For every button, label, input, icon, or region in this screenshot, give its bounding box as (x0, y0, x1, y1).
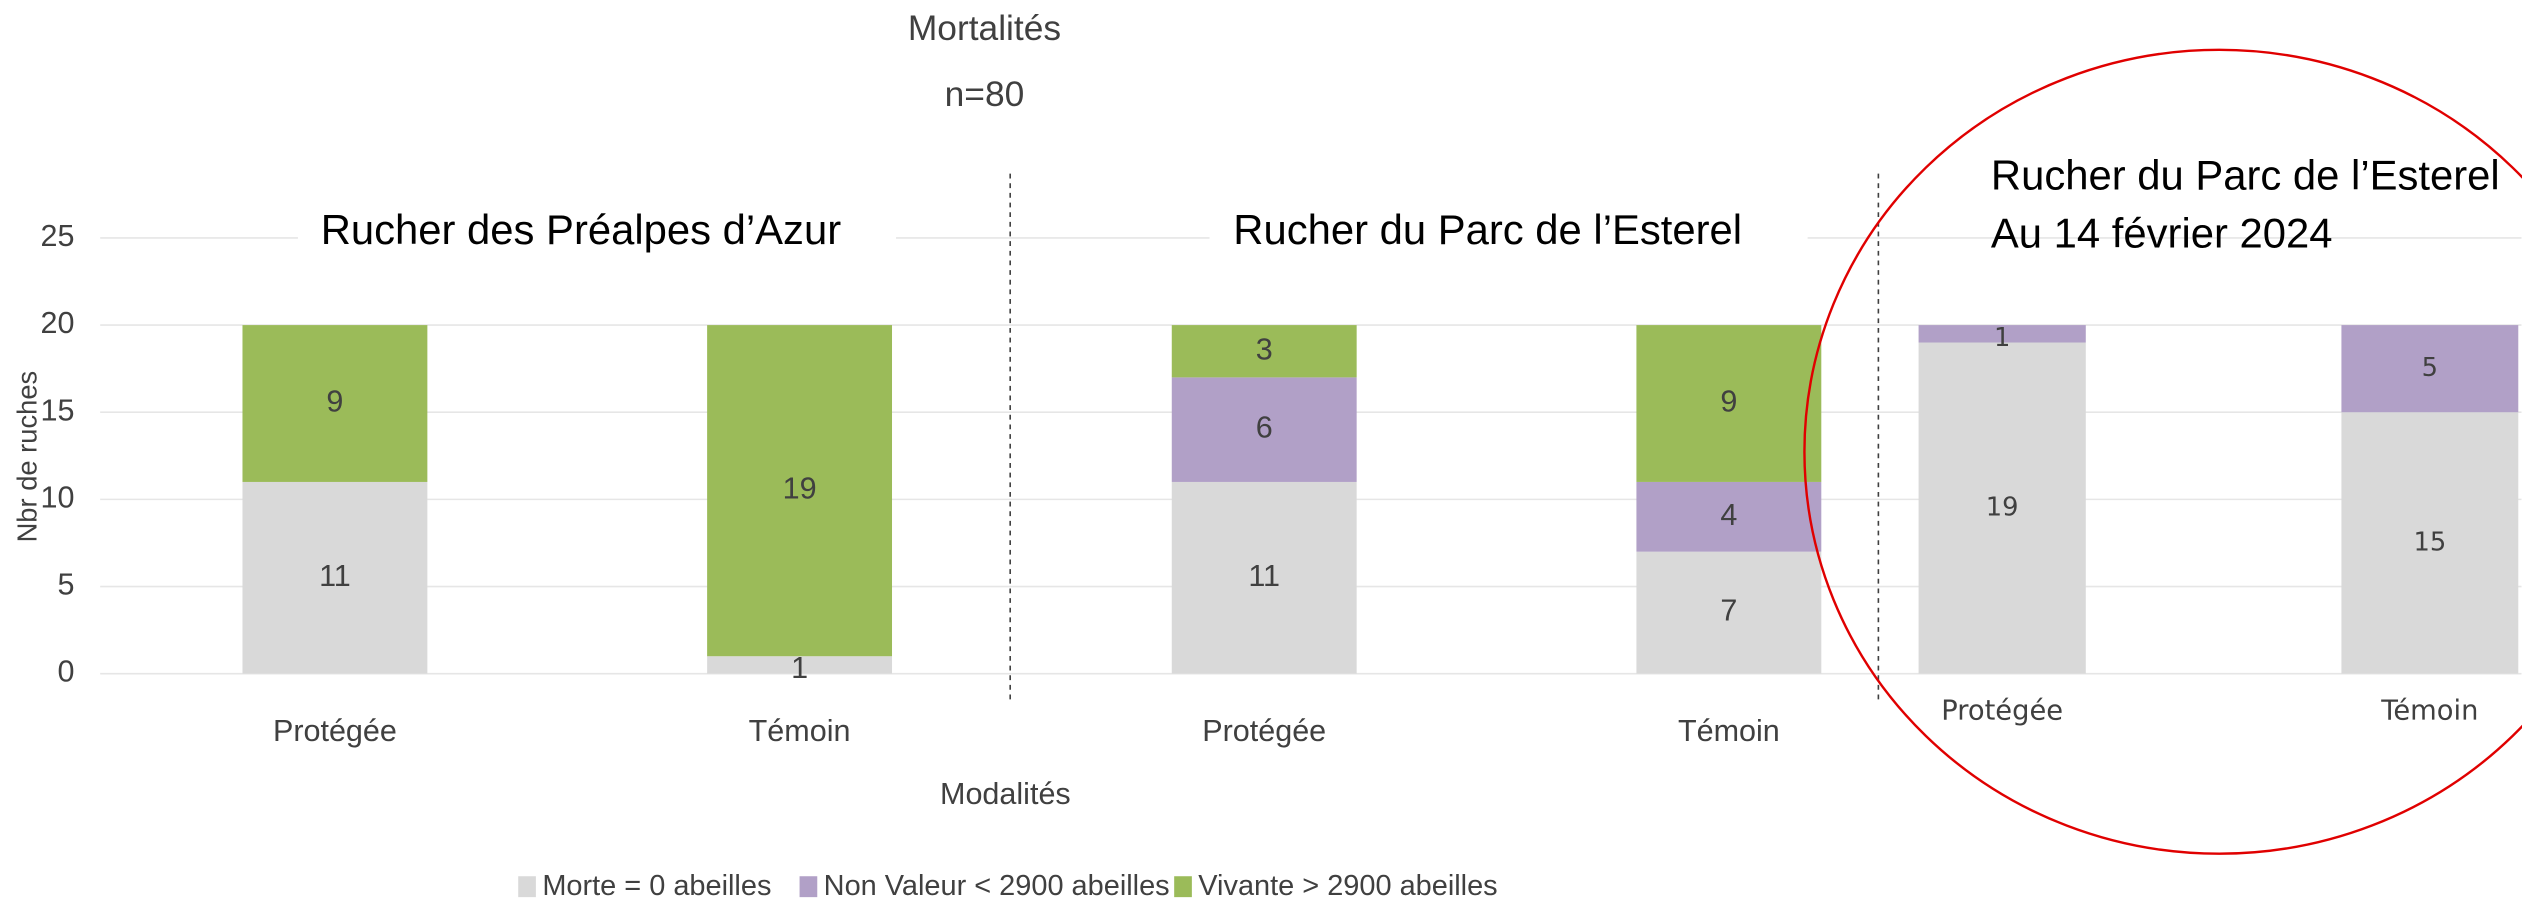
data-label: 5 (2422, 353, 2438, 383)
bar-segment (1636, 551, 1822, 674)
bar-segment (242, 481, 428, 674)
bar-segment (1636, 481, 1822, 552)
x-tick-label: Protégée (273, 714, 397, 748)
legend-swatch (518, 876, 536, 898)
x-tick-label: Protégée (1202, 714, 1326, 748)
data-label: 4 (1720, 498, 1737, 532)
legend: Morte = 0 abeilles Non Valeur < 2900 abei… (518, 870, 1498, 902)
group-label: Au 14 février 2024 (1991, 209, 2333, 256)
bar-segment (1171, 377, 1357, 482)
data-label: 7 (1720, 594, 1737, 628)
group-label: Rucher du Parc de l’Esterel (1233, 206, 1742, 253)
bar-segment (2341, 325, 2519, 413)
legend-label: Vivante > 2900 abeilles (1198, 870, 1497, 902)
y-tick-label: 10 (40, 480, 74, 514)
x-tick-label: Témoin (2380, 696, 2478, 727)
data-label: 19 (1986, 493, 2019, 523)
data-label: 9 (326, 385, 343, 419)
legend-swatch (799, 876, 818, 898)
x-tick-label: Protégée (1941, 696, 2063, 727)
x-tick-label: Témoin (749, 714, 851, 748)
bars: Protégée119Témoin119Protégée1163Témoin74… (242, 323, 2519, 748)
group-label: Rucher du Parc de l’Esterel (1991, 152, 2500, 199)
y-axis-label: Nbr de ruches (12, 371, 43, 543)
bar-segment (1918, 325, 2086, 343)
data-label: 1 (791, 651, 808, 685)
chart-title: Mortalités (908, 9, 1061, 48)
bar-segment (1171, 325, 1357, 378)
bar-segment (1636, 325, 1822, 482)
data-label: 15 (2413, 527, 2446, 557)
highlight-circle (1803, 48, 2522, 855)
y-tick-label: 15 (40, 393, 74, 427)
legend-label: Morte = 0 abeilles (542, 870, 771, 902)
group-label: Rucher des Préalpes d’Azur (321, 206, 841, 253)
y-tick-label: 20 (40, 306, 74, 340)
data-label: 11 (319, 559, 351, 593)
x-tick-label: Témoin (1678, 714, 1780, 748)
bar-segment (707, 656, 893, 674)
bar-segment (1918, 342, 2086, 674)
bar-segment (707, 325, 893, 657)
bar-segment (242, 325, 428, 482)
label-bg (297, 205, 897, 264)
data-label: 19 (783, 472, 817, 506)
data-label: 3 (1256, 332, 1273, 366)
legend-swatch (1174, 876, 1192, 898)
y-tick-label: 0 (57, 655, 74, 689)
label-bg (1209, 205, 1808, 264)
data-label: 1 (1994, 323, 2010, 353)
y-tick-label: 25 (40, 219, 74, 253)
x-axis-label: Modalités (940, 777, 1071, 811)
chart-subtitle: n=80 (945, 75, 1025, 114)
bar-segment (1171, 481, 1357, 674)
data-label: 9 (1720, 385, 1737, 419)
data-label: 11 (1248, 559, 1280, 593)
bar-segment (2341, 412, 2519, 674)
data-label: 6 (1256, 411, 1273, 445)
legend-label: Non Valeur < 2900 abeilles (824, 870, 1170, 902)
y-tick-label: 5 (57, 568, 74, 602)
